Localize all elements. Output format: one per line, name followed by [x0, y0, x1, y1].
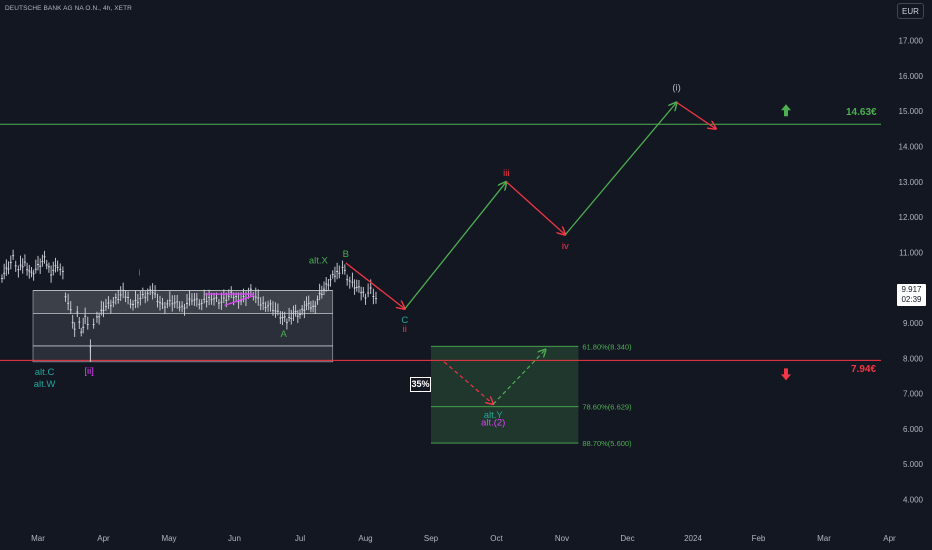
zones-layer: 61.80%(8.340) 78.60%(6.629) 88.70%(5.600) — [32, 290, 632, 448]
y-tick-label-5: 9.000 — [903, 319, 924, 328]
y-tick-label-11: 15.000 — [899, 107, 924, 116]
wave-segment-1 — [404, 182, 507, 310]
x-tick-label-1: Apr — [97, 534, 110, 543]
consolidation-upper-band — [33, 290, 333, 314]
wave-label-0: B — [343, 249, 349, 260]
wave-segment-2 — [505, 181, 565, 235]
probability-box: 35% — [410, 377, 431, 392]
x-tick-label-4: Jul — [295, 534, 305, 543]
x-tick-label-5: Aug — [358, 534, 372, 543]
candles-layer — [0, 249, 377, 354]
x-tick-label-8: Nov — [555, 534, 569, 543]
fib-label-1: 78.60%(6.629) — [582, 403, 632, 412]
alt-wave-segment-0 — [443, 361, 493, 404]
current-price-value: 9.917 — [901, 285, 922, 294]
x-tick-label-3: Jun — [228, 534, 241, 543]
levels-layer — [0, 104, 881, 381]
x-tick-label-12: Mar — [817, 534, 831, 543]
stop-down-arrow-icon — [781, 368, 791, 381]
wave-segment-0 — [345, 262, 405, 309]
x-tick-label-0: Mar — [31, 534, 45, 543]
y-tick-label-7: 11.000 — [899, 248, 923, 257]
annotation-label-1: alt.X — [309, 256, 329, 267]
target-price-label: 14.63€ — [846, 107, 877, 119]
y-tick-label-3: 7.000 — [903, 390, 924, 399]
x-tick-label-11: Feb — [752, 534, 766, 543]
currency-button[interactable]: EUR — [897, 3, 924, 19]
stop-price-label: 7.94€ — [851, 364, 877, 376]
wave-label-4: (i) — [672, 82, 680, 93]
y-tick-label-2: 6.000 — [903, 425, 924, 434]
bar-countdown: 02:39 — [901, 295, 922, 304]
wave-label-2: iii — [503, 168, 509, 179]
axes-layer: 4.0005.0006.0007.0008.0009.00010.00011.0… — [31, 37, 923, 543]
y-tick-label-12: 16.000 — [899, 72, 924, 81]
fib-label-2: 88.70%(5.600) — [582, 439, 632, 448]
x-tick-label-13: Apr — [883, 534, 896, 543]
y-tick-label-0: 4.000 — [903, 496, 924, 505]
y-tick-label-4: 8.000 — [903, 354, 924, 363]
y-tick-label-1: 5.000 — [903, 460, 924, 469]
wave-label-3: iv — [562, 241, 569, 252]
annotation-label-3: ii — [403, 324, 407, 335]
fib-zone — [431, 346, 579, 444]
target-up-arrow-icon — [781, 104, 791, 117]
annotation-label-6: [ii] — [84, 366, 94, 377]
y-tick-label-9: 13.000 — [899, 178, 924, 187]
chart-title: DEUTSCHE BANK AG NA O.N., 4h, XETR — [5, 5, 132, 12]
annotation-label-0: i — [138, 267, 140, 278]
y-tick-label-8: 12.000 — [899, 213, 924, 222]
alt-wave-segment-1 — [492, 349, 545, 405]
x-tick-label-2: May — [161, 534, 176, 543]
wave-segment-3 — [564, 102, 676, 236]
x-tick-label-7: Oct — [490, 534, 503, 543]
alt-wave-label-1: alt.Y — [484, 410, 504, 421]
annotation-label-7: alt.(2) — [481, 417, 505, 428]
annotation-label-4: alt.C — [35, 367, 55, 378]
fib-label-0: 61.80%(8.340) — [582, 342, 632, 351]
wave-label-1: C — [401, 315, 408, 326]
y-tick-label-10: 14.000 — [899, 143, 924, 152]
x-tick-label-6: Sep — [424, 534, 439, 543]
waves-layer — [205, 102, 716, 404]
annotation-label-5: alt.W — [34, 379, 56, 390]
y-tick-label-13: 17.000 — [899, 37, 924, 46]
annotation-label-2: A — [280, 329, 287, 340]
x-tick-label-10: 2024 — [684, 534, 702, 543]
x-tick-label-9: Dec — [620, 534, 634, 543]
current-price-badge: 9.917 02:39 — [897, 284, 926, 306]
wave-segment-4 — [676, 101, 716, 128]
pink-diag-line — [224, 294, 255, 306]
